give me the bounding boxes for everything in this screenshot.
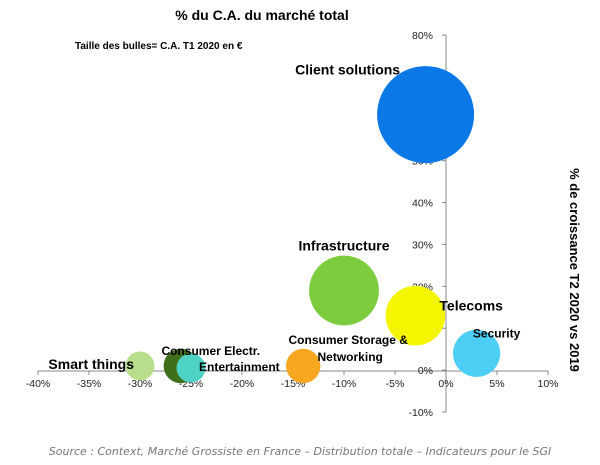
x-tick-label: -10% [332,378,357,390]
x-tick-label: -35% [77,378,102,390]
y-axis-label: % de croissance T2 2020 vs 2019 [567,168,582,372]
bubble-label: Entertainment [199,360,280,374]
bubble-labels: Client solutions Infrastructure Telecoms Se… [48,62,520,374]
source-note: Source : Context, Marché Grossiste en Fr… [48,445,552,458]
x-tick-label: 0% [438,378,453,390]
bubble-label: Consumer Storage & Networking [289,333,409,364]
x-tick-label: -20% [230,378,255,390]
x-tick-label: -5% [386,378,405,390]
bubble-label: Smart things [48,356,134,372]
bubble-size-note: Taille des bulles= C.A. T1 2020 en € [75,41,243,52]
bubbles [125,66,501,384]
bubble-label: Security [473,326,521,340]
bubble-consumer-storage-networking [285,348,321,384]
bubble-client-solutions [377,66,475,164]
bubble-label-line: Consumer Storage & [289,333,409,347]
bubble-smart-things [125,351,155,381]
y-tick-label: 40% [412,198,433,210]
bubble-label: Telecoms [439,298,503,314]
bubble-label: Infrastructure [298,238,389,254]
bubble-entertainment [176,353,206,383]
bubble-security [452,329,501,377]
x-tick-label: -30% [128,378,153,390]
y-tick-label: 80% [412,30,433,42]
x-tick-label: -40% [26,378,51,390]
bubble-label: Client solutions [295,62,400,78]
y-tick-label: 30% [412,239,433,251]
bubble-infrastructure [309,255,379,326]
y-tick-label: -10% [408,407,433,419]
chart-title: % du C.A. du marché total [175,7,348,23]
bubble-label-line: Networking [318,350,383,364]
x-tick-labels: -40% -35% -30% -25% -20% -15% -10% -5% 0% 5% 10% [26,371,559,390]
bubble-telecoms [385,285,446,346]
bubble-label: Consumer Electr. [161,344,260,358]
x-tick-label: 5% [489,378,504,390]
y-tick-label: 0% [418,365,433,377]
bubble-chart: % du C.A. du marché total Taille des bul… [26,7,582,419]
x-tick-label: 10% [537,378,558,390]
